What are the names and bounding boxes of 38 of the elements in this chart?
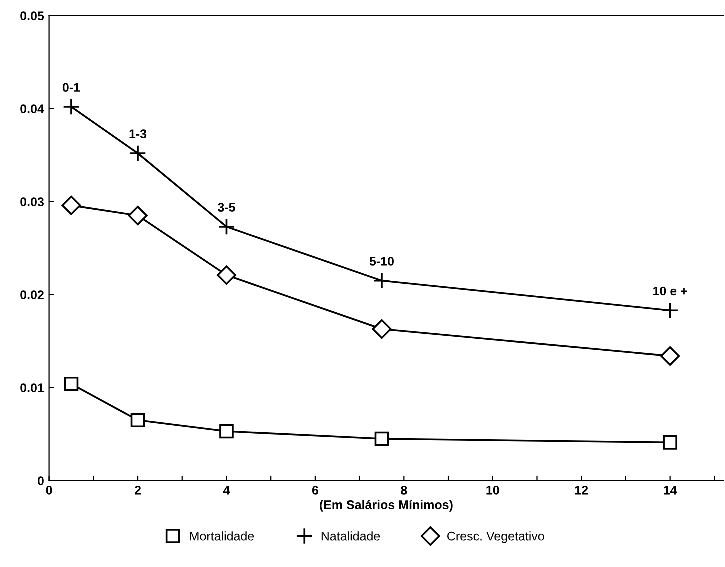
x-tick-label: 2 bbox=[134, 486, 141, 495]
point bbox=[128, 206, 148, 226]
annotation: 5-10 bbox=[370, 257, 394, 266]
x-tick-label: 0 bbox=[46, 486, 52, 495]
y-tick-label: 0 bbox=[38, 476, 44, 486]
annotation: 3-5 bbox=[218, 203, 236, 212]
y-tick-label: 0.02 bbox=[20, 290, 44, 300]
legend-label: Natalidade bbox=[322, 532, 380, 541]
point bbox=[130, 413, 146, 428]
x-tick-label: 8 bbox=[401, 486, 408, 495]
point bbox=[372, 320, 392, 339]
x-tick-label: 10 bbox=[486, 486, 500, 495]
annotation: 10 e + bbox=[654, 286, 688, 296]
y-tick-label: 0.05 bbox=[20, 12, 44, 21]
point bbox=[62, 98, 80, 116]
point bbox=[374, 432, 390, 446]
point bbox=[660, 346, 680, 366]
point bbox=[64, 376, 79, 392]
point bbox=[220, 424, 234, 439]
point bbox=[662, 302, 679, 320]
x-tick-label: 14 bbox=[664, 486, 678, 495]
y-tick-label: 0.01 bbox=[20, 384, 44, 392]
y-tick-label: 0.03 bbox=[20, 198, 44, 207]
annotation: 1-3 bbox=[130, 130, 147, 139]
x-tick-label: 12 bbox=[575, 486, 588, 495]
point bbox=[62, 196, 82, 216]
legend-label: Cresc. Vegetativo bbox=[448, 532, 544, 544]
point bbox=[129, 144, 147, 162]
point bbox=[663, 436, 678, 450]
x-tick-label: 4 bbox=[223, 486, 230, 495]
point bbox=[373, 272, 391, 290]
point bbox=[216, 266, 236, 286]
x-axis-title: (Em Salários Mínimos) bbox=[320, 500, 453, 512]
y-tick-label: 0.04 bbox=[20, 104, 44, 114]
x-tick-label: 6 bbox=[312, 486, 318, 495]
legend-label: Mortalidade bbox=[190, 532, 254, 541]
annotation: 0-1 bbox=[62, 83, 80, 92]
point bbox=[218, 218, 236, 236]
